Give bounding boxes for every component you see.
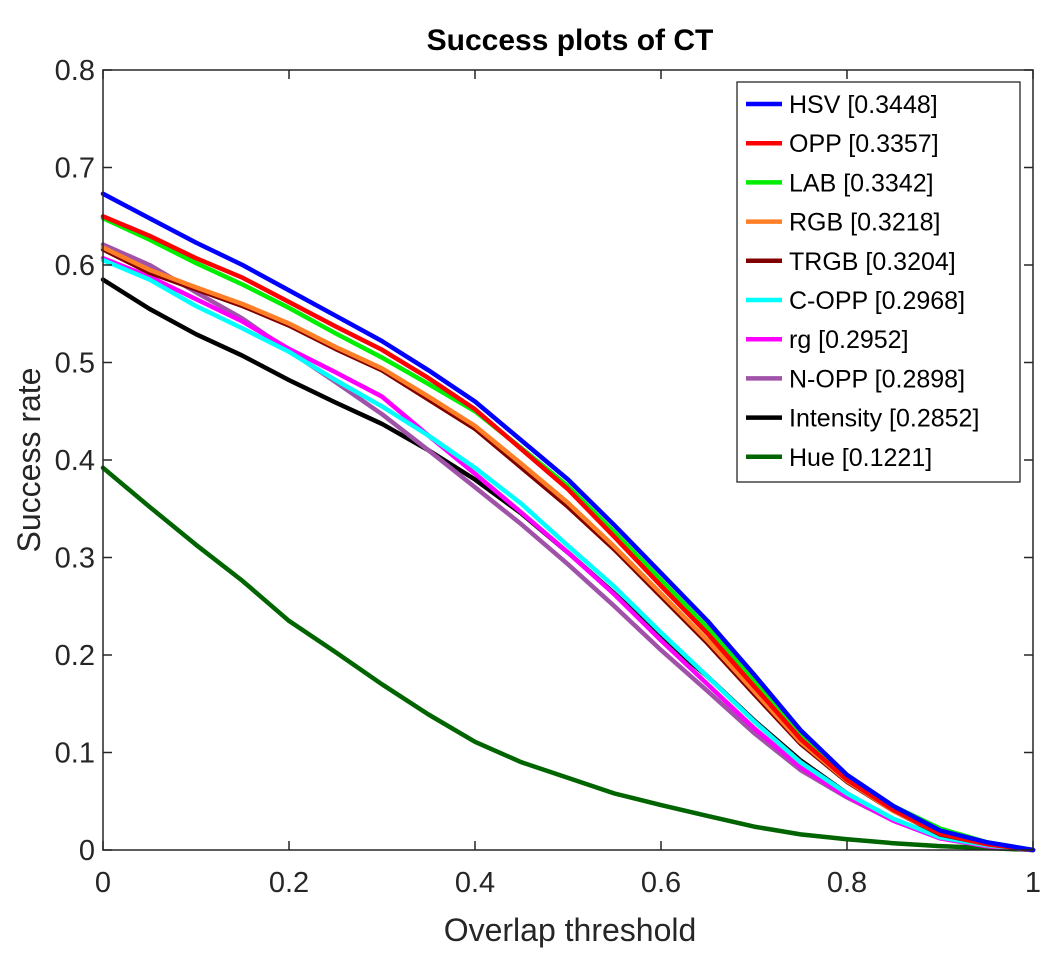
x-tick-label: 0.6 [641,867,681,899]
y-tick-label: 0.3 [55,543,95,575]
y-tick-label: 0.8 [55,55,95,87]
y-tick-label: 0.2 [55,640,95,672]
series-layer [100,191,1036,853]
x-tick-label: 0.8 [827,867,867,899]
legend-label-7: N-OPP [0.2898] [789,365,965,393]
series-line-5 [100,257,1036,853]
series-line-9 [100,465,1036,853]
chart-title: Success plots of CT [427,24,714,57]
legend-label-6: rg [0.2952] [789,326,909,354]
legend-label-5: C-OPP [0.2968] [789,287,965,315]
y-tick-label: 0.6 [55,250,95,282]
y-tick-label: 0.1 [55,738,95,770]
x-axis-label: Overlap threshold [444,912,697,948]
x-tick-label: 0.2 [269,867,309,899]
legend-label-8: Intensity [0.2852] [789,405,979,433]
legend-label-4: TRGB [0.3204] [789,248,956,276]
x-tick-label: 0.4 [455,867,495,899]
series-line-1 [100,214,1036,853]
series-line-0 [100,191,1036,853]
ticks-layer: 0 0.2 0.4 0.6 0.8 1 0 0.1 0.2 0.3 0.4 0.5 0.6 0.7 0.8 [55,55,1041,899]
y-tick-label: 0 [79,835,95,867]
legend-box [736,81,1021,483]
x-tick-label: 0 [95,867,111,899]
legend: HSV [0.3448] OPP [0.3357] LAB [0.3342] RGB … [736,81,1021,483]
legend-label-3: RGB [0.3218] [789,209,940,237]
y-tick-label: 0.4 [55,445,95,477]
y-tick-label: 0.7 [55,153,95,185]
y-axis-label: Success rate [11,368,47,553]
x-tick-label: 1 [1025,867,1041,899]
legend-label-9: Hue [0.1221] [789,444,932,472]
legend-label-1: OPP [0.3357] [789,130,939,158]
y-tick-label: 0.5 [55,348,95,380]
legend-label-0: HSV [0.3448] [789,91,938,119]
legend-label-2: LAB [0.3342] [789,169,934,197]
